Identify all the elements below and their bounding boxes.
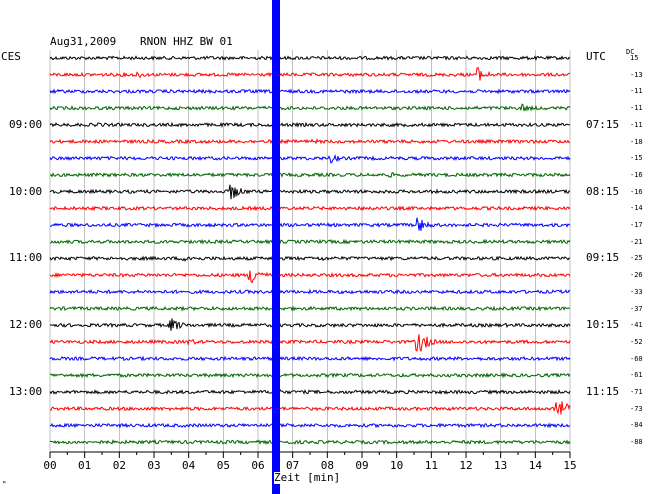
left-time-label: 13:00 [9, 385, 43, 398]
trace-2 [49, 88, 571, 95]
dc-value: -17 [630, 221, 643, 229]
dc-value: -13 [630, 70, 643, 79]
x-tick-label: 05 [216, 459, 230, 472]
dc-value: -41 [630, 321, 643, 330]
x-tick-label: 14 [528, 459, 542, 472]
time-marker-bar [272, 0, 280, 494]
trace-9 [49, 205, 571, 212]
trace-10 [50, 217, 571, 231]
dc-value: -84 [630, 421, 643, 430]
left-time-label: 09:00 [9, 117, 43, 131]
date-label: Aug31,2009 [50, 35, 117, 48]
x-tick-label: 15 [563, 459, 577, 472]
dc-value: -18 [630, 137, 643, 146]
right-time-label: 10:15 [586, 318, 620, 332]
left-time-label: 12:00 [9, 318, 43, 332]
trace-12 [49, 255, 570, 262]
dc-value: -33 [630, 287, 643, 296]
trace-18 [49, 355, 571, 362]
dc-value: -11 [630, 120, 643, 129]
trace-16 [49, 318, 571, 331]
dc-value: -71 [630, 388, 643, 396]
x-tick-label: 13 [494, 459, 508, 472]
trace-14 [49, 288, 571, 295]
trace-23 [49, 439, 571, 446]
left-timezone-label: CES [1, 50, 21, 63]
x-tick-label: 12 [459, 459, 473, 472]
x-tick-label: 10 [390, 459, 404, 472]
dc-value: -15 [630, 154, 643, 163]
trace-22 [49, 422, 571, 429]
dc-value: -16 [630, 170, 643, 179]
trace-3 [49, 103, 571, 112]
dc-value: 15 [630, 54, 639, 62]
trace-8 [49, 184, 571, 200]
trace-21 [49, 401, 571, 415]
right-time-label: 11:15 [586, 385, 620, 398]
trace-13 [49, 270, 571, 284]
x-tick-label: 06 [251, 459, 265, 472]
x-tick-label: 04 [182, 459, 196, 472]
x-tick-label: 11 [424, 459, 438, 472]
corner-mark: ᴹ [2, 480, 7, 488]
left-time-label: 11:00 [9, 251, 43, 265]
left-time-label: 10:00 [9, 184, 43, 198]
dc-header-label: DC [626, 48, 635, 56]
station-label: RNON HHZ BW 01 [140, 35, 233, 48]
trace-17 [49, 334, 571, 352]
dc-value: -52 [630, 337, 643, 346]
trace-19 [49, 372, 571, 379]
x-tick-label: 03 [147, 459, 161, 472]
dc-value: -11 [630, 104, 643, 113]
trace-20 [49, 388, 571, 395]
x-axis-ticks [49, 452, 571, 458]
right-time-label: 09:15 [586, 251, 620, 265]
trace-4 [49, 121, 571, 128]
trace-15 [49, 305, 571, 312]
dc-value: -88 [630, 438, 643, 447]
x-tick-label: 08 [320, 459, 334, 472]
x-tick-label: 07 [286, 459, 300, 472]
right-time-label: 07:15 [586, 117, 620, 131]
trace-7 [49, 171, 571, 178]
dc-value: -37 [630, 304, 643, 313]
seismic-traces [49, 55, 571, 446]
dc-value: -60 [630, 354, 643, 363]
right-time-label: 08:15 [586, 184, 620, 198]
dc-value: -25 [630, 254, 643, 263]
minute-gridlines [49, 50, 571, 452]
dc-value: -14 [630, 204, 643, 213]
right-timezone-label: UTC [586, 50, 606, 63]
dc-value: -73 [630, 404, 643, 413]
x-tick-label: 02 [112, 459, 126, 472]
trace-5 [49, 138, 571, 145]
x-axis-title: Zeit [min] [274, 471, 341, 484]
x-tick-label: 01 [78, 459, 92, 472]
trace-0 [49, 55, 571, 61]
dc-value: -11 [630, 87, 643, 96]
dc-value: -26 [630, 271, 643, 280]
trace-11 [49, 238, 571, 245]
trace-6 [49, 153, 571, 164]
dc-value: -21 [630, 237, 643, 246]
x-tick-label: 09 [355, 459, 369, 472]
dc-value: -61 [630, 371, 643, 380]
dc-value: -16 [630, 187, 643, 196]
trace-1 [49, 66, 570, 81]
x-tick-label: 00 [43, 459, 57, 472]
